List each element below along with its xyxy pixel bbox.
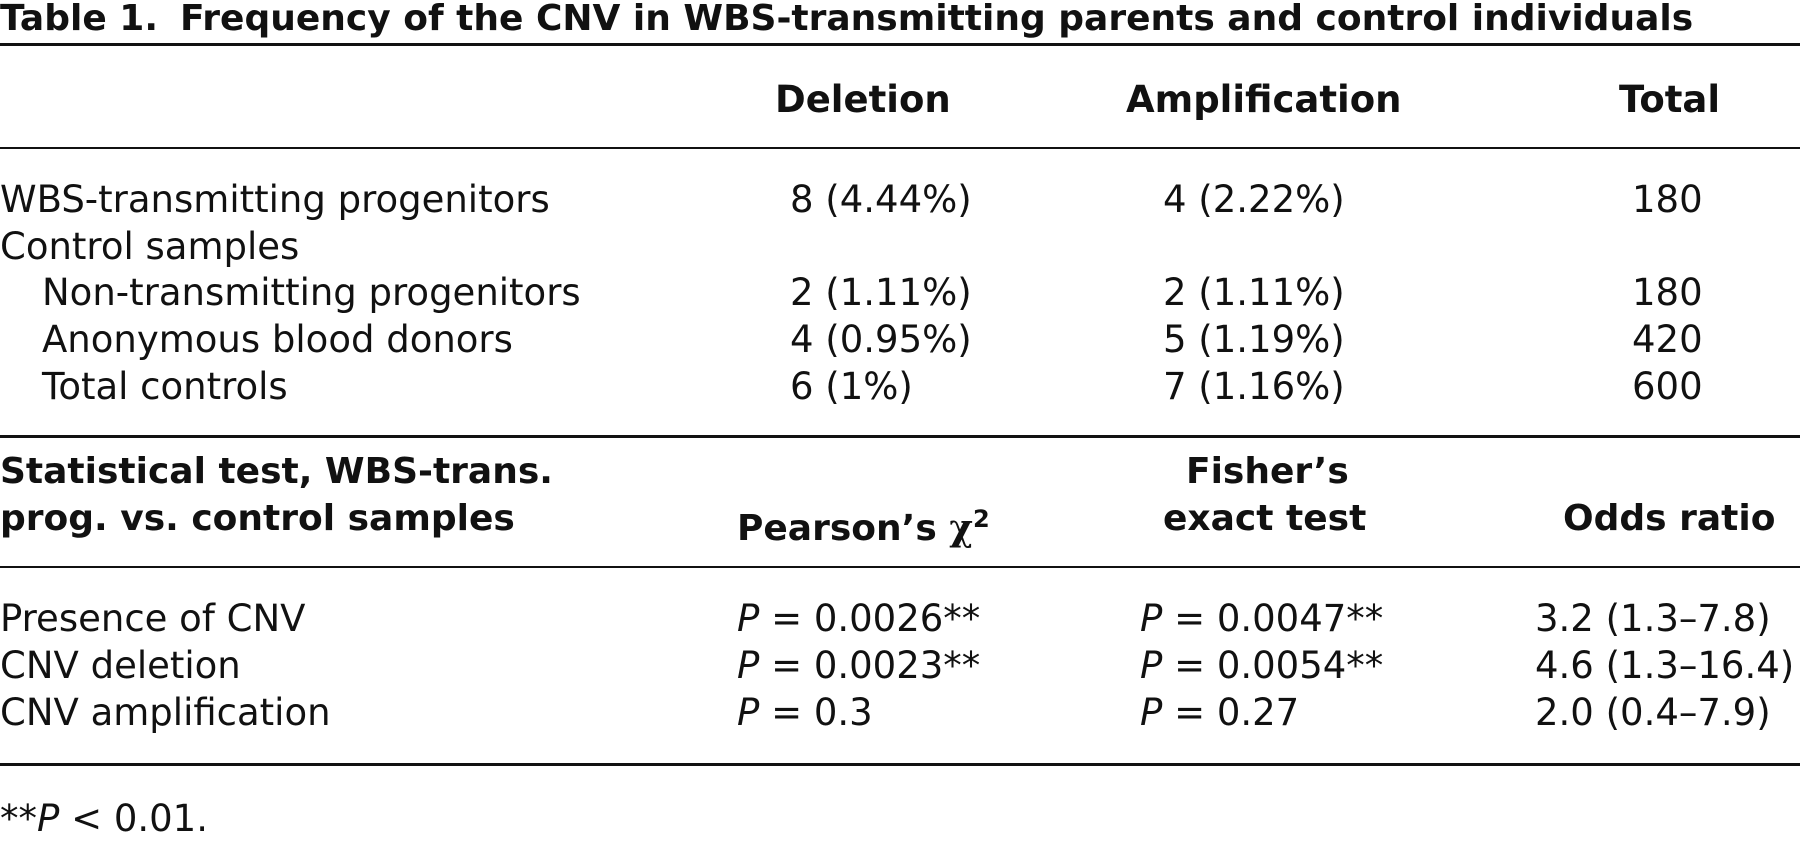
total-value: 180 — [1632, 178, 1703, 221]
section-rule — [0, 435, 1800, 438]
amplification-value: 5 (1.19%) — [1163, 318, 1345, 361]
total-value: 420 — [1632, 318, 1703, 361]
p-symbol: P — [1140, 597, 1163, 640]
table-label: Table 1. — [0, 0, 158, 39]
row-label: Non-transmitting progenitors — [42, 271, 581, 314]
deletion-value: 4 (0.95%) — [790, 318, 972, 361]
row-label: Control samples — [0, 225, 300, 268]
header-deletion: Deletion — [775, 78, 951, 121]
fisher-value: P = 0.27 — [1140, 690, 1299, 736]
top-rule — [0, 43, 1800, 46]
table-caption: Table 1. Frequency of the CNV in WBS-tran… — [0, 0, 1693, 40]
equals-sign: = — [759, 644, 814, 687]
header-pearson: Pearson’s χ2 — [737, 496, 990, 552]
pearson-value: P = 0.3 — [737, 690, 873, 736]
fisher-number: 0.0054** — [1216, 644, 1384, 687]
deletion-value: 8 (4.44%) — [790, 178, 972, 221]
pearson-value: P = 0.0023** — [737, 643, 980, 689]
fisher-value: P = 0.0054** — [1140, 643, 1383, 689]
bottom-rule — [0, 763, 1800, 766]
odds-value: 2.0 (0.4–7.9) — [1535, 691, 1771, 734]
fisher-number: 0.27 — [1216, 691, 1300, 734]
deletion-value: 6 (1%) — [790, 365, 913, 408]
stat-row-label: CNV deletion — [0, 644, 241, 687]
pearson-number: 0.0026** — [813, 597, 981, 640]
odds-value: 4.6 (1.3–16.4) — [1535, 644, 1795, 687]
footnote: **P < 0.01. — [0, 796, 208, 842]
total-value: 600 — [1632, 365, 1703, 408]
stat-row-label: CNV amplification — [0, 691, 331, 734]
row-label: Anonymous blood donors — [42, 318, 513, 361]
header-fisher-line1: Fisher’s — [1186, 451, 1349, 492]
equals-sign: = — [1162, 691, 1217, 734]
amplification-value: 7 (1.16%) — [1163, 365, 1345, 408]
footnote-stars: ** — [0, 797, 37, 840]
footnote-text: < 0.01. — [59, 797, 208, 840]
row-label: Total controls — [42, 365, 288, 408]
stat-row-label: Presence of CNV — [0, 597, 306, 640]
stat-header-line2: prog. vs. control samples — [0, 498, 515, 539]
equals-sign: = — [759, 691, 814, 734]
row-label: WBS-transmitting progenitors — [0, 178, 550, 221]
pearson-value: P = 0.0026** — [737, 596, 980, 642]
p-symbol: P — [1140, 644, 1163, 687]
p-symbol: P — [737, 644, 760, 687]
amplification-value: 4 (2.22%) — [1163, 178, 1345, 221]
header-fisher-line2: exact test — [1163, 498, 1367, 539]
header-amplification: Amplification — [1126, 78, 1402, 121]
chi-superscript: 2 — [972, 505, 990, 533]
pearson-label: Pearson’s — [737, 508, 950, 549]
p-symbol: P — [1140, 691, 1163, 734]
deletion-value: 2 (1.11%) — [790, 271, 972, 314]
fisher-number: 0.0047** — [1216, 597, 1384, 640]
chi-symbol: χ — [949, 507, 973, 549]
total-value: 180 — [1632, 271, 1703, 314]
equals-sign: = — [759, 597, 814, 640]
stat-header-rule — [0, 566, 1800, 568]
header-odds-ratio: Odds ratio — [1563, 498, 1776, 539]
equals-sign: = — [1162, 597, 1217, 640]
pearson-number: 0.0023** — [813, 644, 981, 687]
p-symbol: P — [737, 597, 760, 640]
footnote-p-symbol: P — [37, 797, 60, 840]
amplification-value: 2 (1.11%) — [1163, 271, 1345, 314]
header-rule — [0, 147, 1800, 149]
odds-value: 3.2 (1.3–7.8) — [1535, 597, 1771, 640]
equals-sign: = — [1162, 644, 1217, 687]
pearson-number: 0.3 — [813, 691, 873, 734]
table-title: Frequency of the CNV in WBS-transmitting… — [180, 0, 1694, 39]
fisher-value: P = 0.0047** — [1140, 596, 1383, 642]
header-total: Total — [1619, 78, 1721, 121]
stat-header-line1: Statistical test, WBS-trans. — [0, 451, 553, 492]
p-symbol: P — [737, 691, 760, 734]
